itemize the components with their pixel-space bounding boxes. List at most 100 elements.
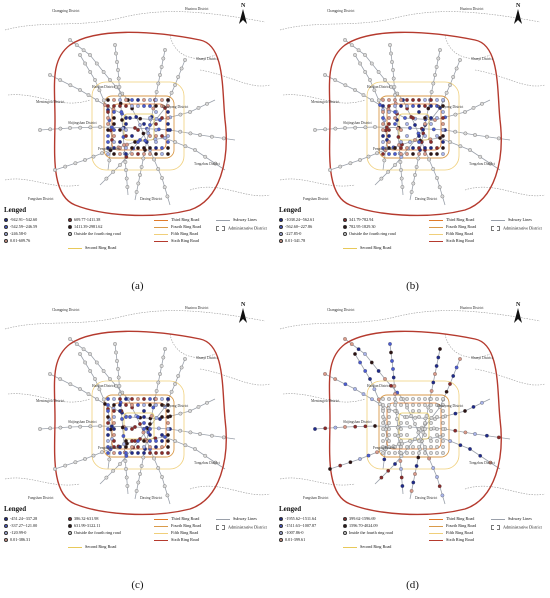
station-marker: [154, 403, 158, 407]
station-marker: [88, 369, 93, 373]
station-marker: [118, 451, 122, 455]
legend-class-item: -1038.24--562.61: [279, 217, 314, 223]
station-marker: [323, 426, 328, 431]
district-label: Chaoyang District: [162, 105, 188, 109]
legend-item-label: Sixth Ring Road: [446, 238, 474, 243]
station-marker: [142, 439, 146, 443]
panel-caption: (b): [406, 280, 419, 292]
station-marker: [130, 445, 134, 449]
district-label: Daxing District: [415, 197, 437, 201]
station-marker: [441, 439, 445, 443]
station-marker: [166, 140, 170, 144]
station-marker: [166, 439, 170, 443]
legend-item-label: Fifth Ring Road: [446, 231, 474, 236]
road-line-icon: [154, 518, 168, 520]
station-marker: [423, 427, 427, 431]
district-label: Huairou District: [460, 306, 483, 310]
admin-boundary-line: [464, 485, 546, 496]
station-marker: [417, 110, 421, 114]
station-marker: [166, 415, 170, 419]
station-marker: [166, 421, 170, 425]
station-marker: [119, 110, 124, 114]
station-marker: [125, 142, 129, 147]
station-marker: [382, 457, 387, 462]
station-marker: [148, 451, 152, 455]
legend-swatch-icon: [4, 538, 8, 543]
admin-boundary-line: [4, 11, 266, 31]
legend-class-item: -1007.86-0: [279, 530, 304, 536]
legend-subway-item: Subway Lines: [216, 217, 257, 223]
station-marker: [423, 134, 427, 138]
station-marker: [114, 51, 118, 56]
station-marker: [405, 415, 409, 419]
district-label: Chaoyang District: [437, 404, 463, 408]
station-marker: [393, 104, 397, 108]
legend-item-label: 0.01-609.76: [10, 238, 31, 243]
district-label: Daxing District: [140, 496, 162, 500]
station-marker: [93, 78, 97, 82]
station-marker: [399, 475, 404, 480]
station-marker: [468, 148, 472, 152]
station-marker: [136, 104, 140, 108]
station-marker: [426, 106, 431, 111]
station-marker: [136, 403, 140, 407]
station-marker: [381, 122, 385, 126]
station-marker: [441, 152, 445, 156]
station-marker: [106, 110, 110, 114]
station-marker: [183, 443, 188, 448]
station-marker: [438, 136, 442, 140]
station-marker: [437, 185, 442, 190]
station-marker: [386, 468, 391, 473]
district-label: Shijingshan District: [68, 420, 97, 424]
road-line-icon: [154, 233, 168, 235]
station-marker: [156, 380, 161, 385]
station-marker: [393, 98, 397, 102]
station-marker: [423, 116, 427, 120]
station-marker: [375, 450, 379, 455]
station-marker: [78, 387, 82, 391]
station-marker: [480, 101, 484, 106]
station-marker: [138, 422, 142, 426]
station-marker: [111, 169, 116, 174]
station-marker: [118, 98, 122, 102]
station-marker: [152, 157, 156, 162]
station-marker: [441, 421, 445, 425]
legend-class-item: -120.99-0: [4, 530, 26, 536]
station-marker: [438, 435, 442, 439]
station-marker: [408, 140, 412, 144]
subway-line: [69, 338, 171, 505]
station-marker: [142, 409, 146, 413]
station-marker: [437, 484, 442, 489]
district-label: Mentougou District: [311, 100, 339, 104]
station-marker: [405, 134, 409, 138]
legend-swatch-icon: [343, 232, 347, 237]
map-panel-d: Changping District Huairou District Shunyi…: [275, 299, 550, 598]
station-marker: [176, 75, 181, 79]
station-marker: [124, 454, 129, 458]
station-marker: [429, 104, 433, 108]
station-marker: [381, 146, 385, 150]
station-marker: [370, 98, 374, 103]
road-line-icon: [154, 240, 168, 242]
station-marker: [448, 140, 453, 144]
station-marker: [94, 61, 99, 66]
station-marker: [101, 98, 106, 103]
station-marker: [441, 134, 445, 138]
legend-road-item: Fifth Ring Road: [429, 231, 474, 237]
legend-swatch-icon: [4, 232, 8, 237]
station-marker: [130, 403, 134, 407]
subway-line-icon: [216, 219, 230, 221]
station-marker: [134, 489, 139, 493]
station-marker: [414, 464, 419, 468]
station-marker: [435, 451, 439, 455]
station-marker: [183, 58, 187, 62]
station-marker: [356, 347, 361, 352]
legend-item-label: Outside the fourth ring road: [74, 530, 121, 535]
station-marker: [381, 116, 385, 120]
legend-swatch-icon: [279, 538, 283, 543]
station-marker: [161, 56, 166, 61]
station-marker: [411, 403, 415, 407]
legend-item-label: 1411.39-2981.62: [74, 224, 103, 229]
legend-admin-item: Administrative District: [491, 226, 542, 231]
station-marker: [436, 56, 441, 61]
